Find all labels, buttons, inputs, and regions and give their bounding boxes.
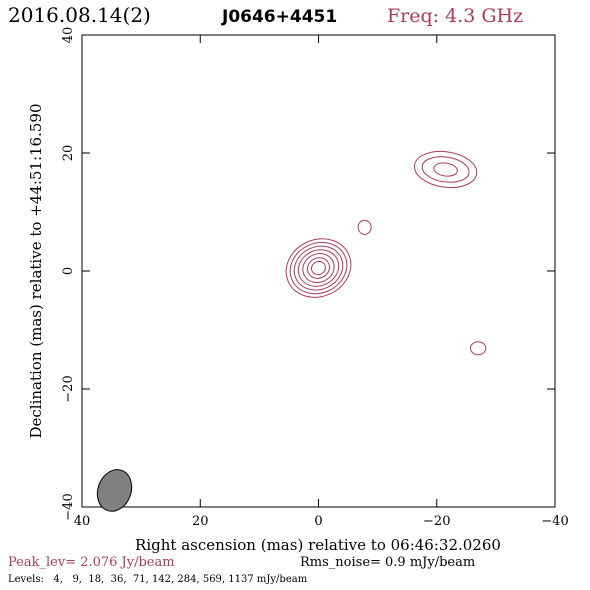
component-knot-b: [469, 341, 487, 356]
contour-line: [357, 219, 372, 235]
contour-line: [302, 253, 335, 284]
observation-date: 2016.08.14(2): [8, 3, 151, 27]
plot-frame: [81, 34, 556, 508]
y-tick-label: −40: [61, 493, 76, 520]
contour-line: [285, 238, 352, 298]
y-tick-label: 0: [61, 267, 76, 275]
x-tick-label: −20: [423, 514, 450, 529]
rms-noise: Rms_noise= 0.9 mJy/beam: [300, 555, 475, 570]
component-core: [285, 238, 352, 298]
contour-layer: [285, 150, 487, 356]
beam-ellipse: [96, 469, 133, 512]
x-tick-label: −40: [541, 514, 568, 529]
axis-ticks: 40 20 0 −20 −40 −40 −20 0 20 40: [61, 27, 569, 529]
y-tick-label: 20: [61, 145, 76, 162]
x-axis-label: Right ascension (mas) relative to 06:46:…: [135, 536, 501, 554]
contour-line: [311, 260, 326, 276]
component-knot-a: [357, 219, 372, 235]
source-name: J0646+4451: [221, 7, 337, 27]
x-tick-label: 40: [74, 514, 91, 529]
frequency-label: Freq: 4.3 GHz: [387, 5, 523, 27]
y-tick-label: 40: [61, 27, 76, 44]
contour-levels: Levels: 4, 9, 18, 36, 71, 142, 284, 569,…: [8, 574, 308, 585]
contour-line: [293, 245, 344, 291]
contour-line: [433, 162, 458, 177]
y-tick-label: −20: [61, 375, 76, 402]
contour-line: [289, 241, 348, 295]
component-jet-blob: [413, 150, 478, 189]
contour-line: [421, 156, 470, 183]
peak-level: Peak_lev= 2.076 Jy/beam: [8, 555, 175, 570]
contour-line: [306, 257, 331, 279]
x-tick-label: 20: [192, 514, 209, 529]
contour-line: [297, 249, 340, 287]
contour-line: [413, 150, 478, 189]
contour-line: [469, 341, 487, 356]
y-axis-label: Declination (mas) relative to +44:51:16.…: [27, 103, 45, 438]
x-tick-label: 0: [314, 514, 322, 529]
